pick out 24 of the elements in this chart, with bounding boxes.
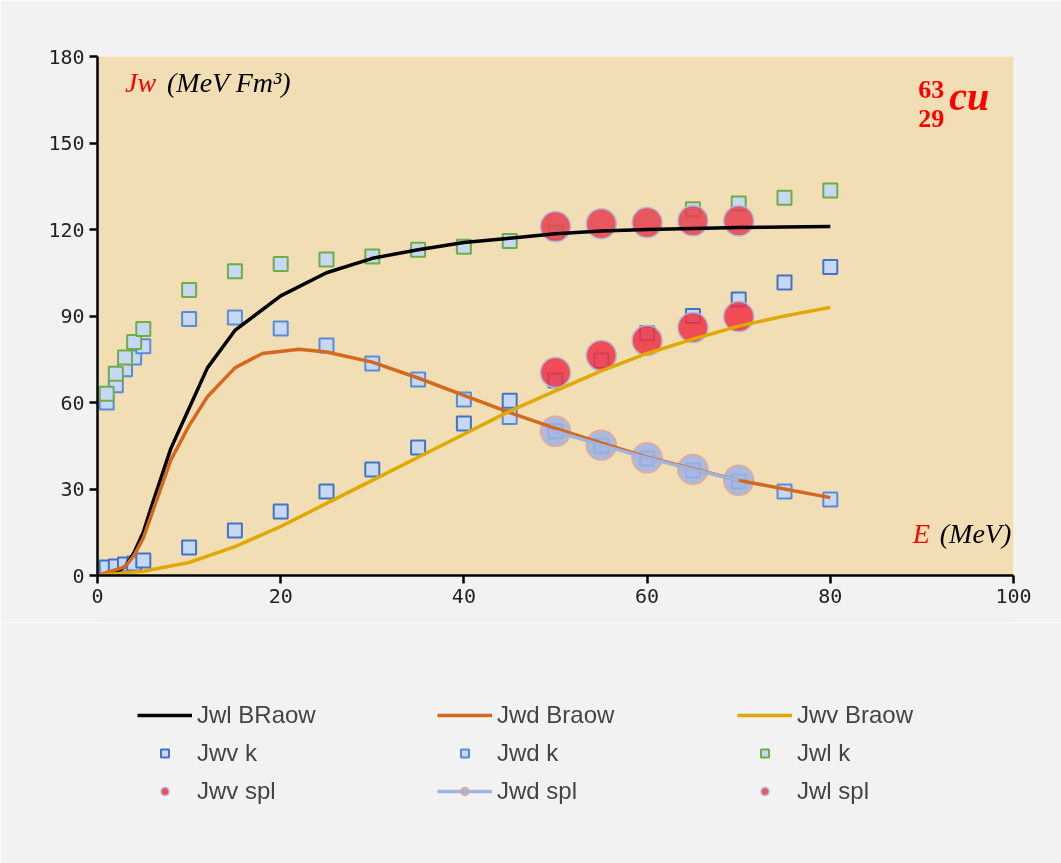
x-axis-title: E (MeV) (911, 518, 1012, 550)
y-axis-title: Jw (MeV Fm³) (124, 66, 291, 98)
legend-label: Jwd Braow (497, 701, 616, 729)
x-tick-label: 100 (995, 583, 1032, 608)
legend-label: Jwv spl (197, 777, 277, 805)
x-tick-label: 60 (635, 583, 660, 608)
legend-label: Jwl spl (797, 777, 870, 805)
legend-label: Jwl k (797, 739, 852, 767)
legend-label: Jwl BRaow (197, 701, 317, 729)
y-tick-label: 90 (60, 304, 85, 328)
legend-label: Jwd spl (497, 777, 579, 805)
x-tick-label: 0 (91, 583, 104, 608)
legend-label: Jwv Braow (797, 701, 915, 729)
y-tick-label: 120 (48, 217, 85, 242)
legend-label: Jwv k (197, 739, 258, 767)
x-tick-label: 80 (818, 583, 843, 608)
y-tick-label: 60 (60, 390, 85, 415)
y-tick-label: 30 (60, 477, 85, 501)
x-tick-label: 20 (268, 583, 293, 608)
legend-label: Jwd k (497, 739, 560, 767)
y-tick-label: 180 (48, 44, 85, 69)
y-tick-label: 150 (48, 131, 85, 155)
y-tick-label: 0 (72, 563, 85, 588)
x-tick-label: 40 (451, 583, 476, 608)
